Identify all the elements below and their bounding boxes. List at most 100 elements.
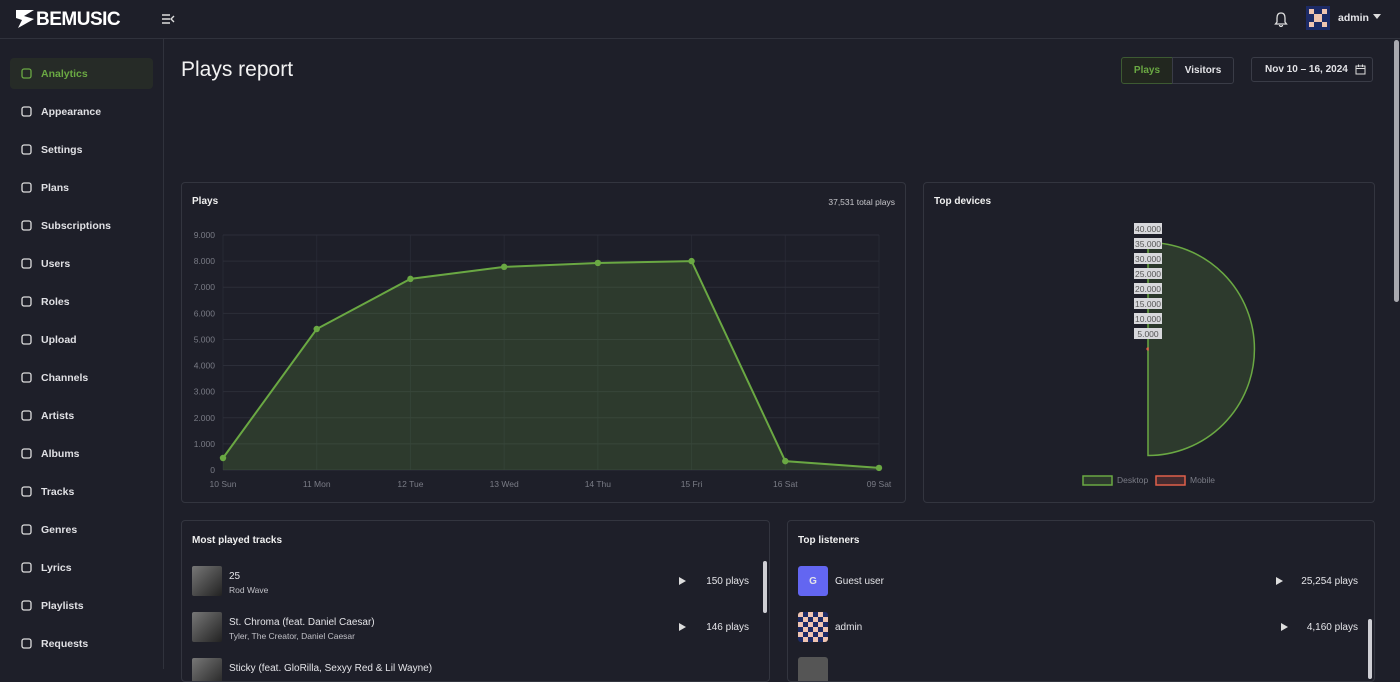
top-bar: BEMUSIC admin: [0, 0, 1400, 39]
nav-item[interactable]: Lyrics: [10, 552, 153, 583]
listener-name: Guest user: [835, 576, 884, 587]
listeners-panel: Top listeners G Guest user 25,254 plays adm…: [787, 520, 1375, 682]
nav-icon: [21, 600, 32, 611]
logo-icon: [16, 10, 34, 28]
play-icon: [679, 623, 686, 631]
nav-item[interactable]: Upload: [10, 324, 153, 355]
panel-title: Top listeners: [798, 535, 860, 546]
panel-title: Most played tracks: [192, 535, 283, 546]
nav-item[interactable]: Subscriptions: [10, 210, 153, 241]
user-caret: [1373, 14, 1381, 19]
nav-icon: [21, 258, 32, 269]
nav-label: Analytics: [41, 67, 88, 80]
total-plays: 37,531 total plays: [828, 197, 895, 207]
nav-item[interactable]: Users: [10, 248, 153, 279]
nav-icon: [21, 220, 32, 231]
listener-name: admin: [835, 622, 863, 633]
track-title: St. Chroma (feat. Daniel Caesar): [229, 617, 375, 628]
tracks-panel: Most played tracks 25 Rod Wave 150 plays St…: [181, 520, 770, 682]
scrollbar[interactable]: [1368, 619, 1372, 679]
nav-icon: [21, 182, 32, 193]
nav-icon: [21, 68, 32, 79]
nav-icon: [21, 296, 32, 307]
nav-label: Tracks: [41, 485, 75, 498]
nav-label: Plans: [41, 181, 70, 194]
track-row[interactable]: St. Chroma (feat. Daniel Caesar) Tyler, T…: [192, 611, 749, 647]
nav-item[interactable]: Roles: [10, 286, 153, 317]
nav-label: Appearance: [41, 105, 102, 118]
listener-plays: 25,254 plays: [1301, 576, 1358, 587]
listener-row[interactable]: admin 4,160 plays: [798, 611, 1358, 647]
nav-item[interactable]: Analytics: [10, 58, 153, 89]
nav-label: Settings: [41, 143, 83, 156]
nav-item[interactable]: Albums: [10, 438, 153, 469]
nav-label: Channels: [41, 371, 89, 384]
nav-icon: [21, 410, 32, 421]
nav-item[interactable]: Requests: [10, 628, 153, 659]
nav-icon: [21, 638, 32, 649]
nav-item[interactable]: Appearance: [10, 96, 153, 127]
track-thumb: [192, 566, 222, 596]
nav-item[interactable]: Channels: [10, 362, 153, 393]
date-range: Nov 10 – 16, 2024: [1265, 64, 1348, 75]
nav-item[interactable]: Genres: [10, 514, 153, 545]
nav-label: Users: [41, 257, 71, 270]
listener-avatar: [798, 612, 828, 642]
sidebar: Analytics Appearance Settings Plans Subscrip…: [0, 39, 164, 669]
nav-label: Albums: [41, 447, 80, 460]
devices-panel: Top devices: [923, 182, 1375, 503]
scrollbar[interactable]: [763, 561, 767, 613]
nav-label: Playlists: [41, 599, 84, 612]
tab-plays[interactable]: Plays: [1121, 57, 1173, 84]
page-title: Plays report: [181, 58, 294, 81]
nav-item[interactable]: Playlists: [10, 590, 153, 621]
track-artists: Tyler, The Creator, Daniel Caesar: [229, 631, 355, 641]
nav-label: Lyrics: [41, 561, 72, 574]
track-thumb: [192, 658, 222, 681]
calendar-icon: [1355, 64, 1366, 75]
track-plays: 150 plays: [706, 576, 749, 587]
nav-icon: [21, 562, 32, 573]
page-scrollbar[interactable]: [1394, 40, 1399, 302]
nav-label: Genres: [41, 523, 78, 536]
nav-icon: [21, 144, 32, 155]
listener-avatar: G: [798, 566, 828, 596]
play-icon: [1281, 623, 1289, 631]
user-name[interactable]: admin: [1338, 12, 1369, 24]
nav-item[interactable]: Artists: [10, 400, 153, 431]
listener-avatar: [798, 657, 828, 681]
plays-panel: Plays 37,531 total plays: [181, 182, 906, 503]
panel-title: Top devices: [934, 196, 992, 207]
user-avatar[interactable]: [1306, 6, 1330, 30]
brand: BEMUSIC: [36, 9, 121, 30]
date-picker[interactable]: Nov 10 – 16, 2024: [1251, 57, 1373, 82]
nav-label: Requests: [41, 637, 89, 650]
track-row[interactable]: 25 Rod Wave 150 plays: [192, 565, 749, 601]
listener-row[interactable]: G Guest user 25,254 plays: [798, 565, 1358, 601]
nav-icon: [21, 372, 32, 383]
menu-toggle[interactable]: [161, 12, 175, 26]
nav-label: Subscriptions: [41, 219, 112, 232]
nav-icon: [21, 486, 32, 497]
nav-label: Roles: [41, 295, 70, 308]
play-icon: [679, 577, 686, 585]
nav-icon: [21, 334, 32, 345]
nav-item[interactable]: Tracks: [10, 476, 153, 507]
notifications[interactable]: [1274, 11, 1288, 27]
track-row[interactable]: Sticky (feat. GloRilla, Sexyy Red & Lil …: [192, 657, 749, 681]
track-artists: Rod Wave: [229, 585, 269, 595]
track-thumb: [192, 612, 222, 642]
nav-icon: [21, 106, 32, 117]
nav-item[interactable]: Plans: [10, 172, 153, 203]
play-icon: [1275, 577, 1283, 585]
listener-plays: 4,160 plays: [1306, 622, 1358, 633]
nav-icon: [21, 448, 32, 459]
tab-visitors[interactable]: Visitors: [1172, 57, 1234, 84]
nav-label: Upload: [41, 333, 77, 346]
panel-title: Plays: [192, 196, 219, 207]
track-title: 25: [229, 571, 241, 582]
nav-label: Artists: [41, 409, 75, 422]
nav-icon: [21, 524, 32, 535]
nav-item[interactable]: Settings: [10, 134, 153, 165]
